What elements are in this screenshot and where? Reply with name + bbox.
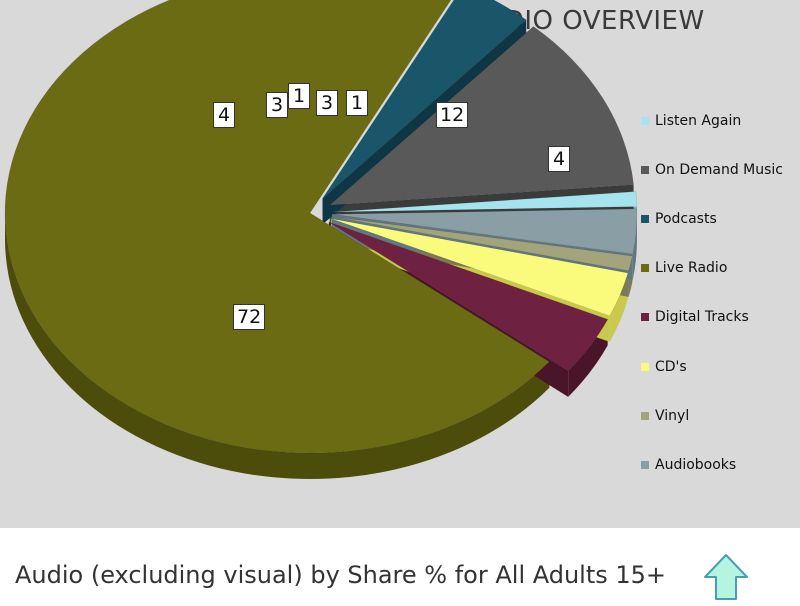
legend-label: On Demand Music	[655, 161, 783, 178]
legend-label: Digital Tracks	[655, 309, 749, 326]
data-label-digital-tracks: 4	[213, 102, 235, 128]
legend-swatch	[641, 411, 649, 420]
legend-item: Live Radio	[641, 244, 783, 293]
legend-item: CD's	[641, 342, 783, 391]
legend-swatch	[641, 116, 649, 125]
legend-swatch	[641, 460, 649, 469]
data-label-vinyl: 1	[288, 83, 310, 109]
data-label-podcasts: 4	[548, 146, 570, 172]
slice-audiobooks	[331, 208, 638, 255]
legend-label: Vinyl	[655, 407, 690, 424]
data-label-listen-again: 1	[346, 90, 368, 116]
slice-cd-s	[330, 218, 629, 317]
legend-swatch	[641, 165, 649, 174]
chart-caption: Audio (excluding visual) by Share % for …	[15, 561, 667, 589]
slice-side-audiobooks	[632, 214, 637, 280]
chart-legend: Listen Again On Demand Music Podcasts Live …	[641, 96, 783, 490]
slice-podcasts	[322, 0, 527, 199]
slice-side-digital-tracks	[568, 319, 608, 397]
legend-label: Podcasts	[655, 210, 717, 227]
legend-item: Podcasts	[641, 194, 783, 243]
up-arrow-icon[interactable]	[702, 553, 750, 601]
slice-vinyl	[331, 216, 633, 272]
pie-chart	[4, 0, 638, 480]
legend-item: Vinyl	[641, 391, 783, 440]
legend-swatch	[641, 362, 649, 371]
data-label-audiobooks: 3	[316, 90, 338, 116]
data-label-cd-s: 3	[266, 92, 288, 118]
data-label-on-demand-music: 12	[436, 102, 469, 128]
legend-item: Audiobooks	[641, 440, 783, 489]
slice-listen-again	[331, 191, 638, 213]
slice-live-radio	[4, 0, 550, 454]
legend-label: CD's	[655, 358, 687, 375]
pie-slices	[4, 0, 638, 454]
legend-item: On Demand Music	[641, 145, 783, 194]
legend-label: Listen Again	[655, 112, 742, 129]
data-label-live-radio: 72	[233, 304, 266, 330]
legend-label: Audiobooks	[655, 456, 737, 473]
legend-swatch	[641, 214, 649, 223]
legend-swatch	[641, 264, 649, 273]
legend-label: Live Radio	[655, 260, 728, 277]
legend-swatch	[641, 313, 649, 322]
legend-item: Digital Tracks	[641, 293, 783, 342]
slice-digital-tracks	[328, 221, 609, 372]
legend-item: Listen Again	[641, 96, 783, 145]
